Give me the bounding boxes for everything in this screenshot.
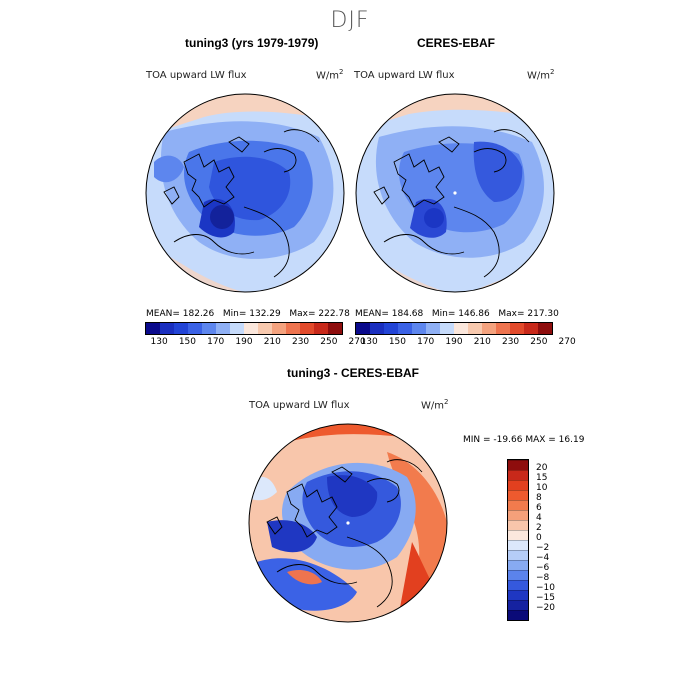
colorbar-tick-label: 230 xyxy=(501,337,520,347)
colorbar-swatch xyxy=(508,460,528,470)
colorbar-obs: 130 150 170 190 210 230 250 270 xyxy=(355,322,576,349)
colorbar-swatch xyxy=(258,323,272,334)
colorbar-tick-label: 15 xyxy=(536,473,548,483)
colorbar-tick-label: 230 xyxy=(291,337,310,347)
colorbar-model: 130 150 170 190 210 230 250 270 xyxy=(145,322,366,349)
colorbar-swatch xyxy=(314,323,328,334)
colorbar-difference xyxy=(507,459,529,621)
colorbar-tick-label: −10 xyxy=(536,583,555,593)
colorbar-swatch xyxy=(508,570,528,580)
colorbar-swatch xyxy=(496,323,510,334)
colorbar-swatch xyxy=(508,580,528,590)
colorbar-tick-label: 150 xyxy=(388,337,407,347)
colorbar-tick-label: 170 xyxy=(417,337,435,347)
colorbar-swatch xyxy=(426,323,440,334)
colorbar-tick-label: 20 xyxy=(536,463,548,473)
colorbar-tick-label: 130 xyxy=(360,337,378,347)
colorbar-swatch xyxy=(202,323,216,334)
colorbar-swatch xyxy=(508,550,528,560)
variable-label-obs: TOA upward LW flux xyxy=(354,70,455,81)
colorbar-swatch xyxy=(508,490,528,500)
colorbar-tick-label: 0 xyxy=(536,533,542,543)
colorbar-swatch xyxy=(508,600,528,610)
colorbar-swatch xyxy=(384,323,398,334)
diff-units-label: W/m2 xyxy=(421,398,449,412)
polar-map-model xyxy=(145,93,345,293)
diff-variable-label: TOA upward LW flux xyxy=(249,400,350,411)
stats-model: MEAN= 182.26 Min= 132.29 Max= 222.78 xyxy=(146,309,350,319)
colorbar-swatch xyxy=(286,323,300,334)
colorbar-swatch xyxy=(440,323,454,334)
units-label-obs: W/m2 xyxy=(527,68,555,82)
polar-map-obs xyxy=(355,93,555,293)
colorbar-swatch xyxy=(508,480,528,490)
colorbar-swatch xyxy=(508,540,528,550)
colorbar-swatch xyxy=(468,323,482,334)
colorbar-tick-label: −8 xyxy=(536,573,550,583)
colorbar-swatch xyxy=(146,323,160,334)
colorbar-tick-label: −2 xyxy=(536,543,550,553)
colorbar-swatch xyxy=(230,323,244,334)
main-title: DJF xyxy=(330,8,370,33)
colorbar-swatch xyxy=(482,323,496,334)
colorbar-tick-label: 10 xyxy=(536,483,548,493)
colorbar-tick-label: 190 xyxy=(445,337,463,347)
colorbar-swatch xyxy=(328,323,342,334)
colorbar-swatch xyxy=(412,323,426,334)
colorbar-tick-label: 270 xyxy=(558,337,576,347)
diff-min-max: MIN = -19.66 MAX = 16.19 xyxy=(463,435,585,445)
colorbar-tick-label: 4 xyxy=(536,513,542,523)
colorbar-swatch xyxy=(508,530,528,540)
colorbar-swatch xyxy=(508,560,528,570)
colorbar-tick-label: 6 xyxy=(536,503,542,513)
colorbar-swatch xyxy=(508,510,528,520)
colorbar-swatch xyxy=(538,323,552,334)
colorbar-tick-label: 270 xyxy=(348,337,366,347)
colorbar-swatch xyxy=(160,323,174,334)
variable-label-model: TOA upward LW flux xyxy=(146,70,247,81)
colorbar-swatch xyxy=(174,323,188,334)
colorbar-tick-label: −15 xyxy=(536,593,555,603)
colorbar-swatch xyxy=(370,323,384,334)
colorbar-swatch xyxy=(454,323,468,334)
colorbar-tick-label: 130 xyxy=(150,337,168,347)
colorbar-swatch xyxy=(188,323,202,334)
colorbar-tick-label: 250 xyxy=(320,337,338,347)
colorbar-tick-label: −20 xyxy=(536,603,555,613)
colorbar-swatch xyxy=(508,520,528,530)
colorbar-swatch xyxy=(300,323,314,334)
colorbar-tick-label: 210 xyxy=(473,337,491,347)
stats-obs: MEAN= 184.68 Min= 146.86 Max= 217.30 xyxy=(355,309,559,319)
colorbar-swatch xyxy=(524,323,538,334)
colorbar-swatch xyxy=(508,500,528,510)
colorbar-tick-label: 250 xyxy=(530,337,548,347)
colorbar-tick-label: 2 xyxy=(536,523,542,533)
colorbar-swatch xyxy=(398,323,412,334)
colorbar-swatch xyxy=(508,590,528,600)
units-label-model: W/m2 xyxy=(316,68,344,82)
panel-title-obs: CERES-EBAF xyxy=(417,36,496,50)
diff-panel-title: tuning3 - CERES-EBAF xyxy=(287,366,419,380)
colorbar-swatch xyxy=(508,470,528,480)
colorbar-swatch xyxy=(510,323,524,334)
colorbar-tick-label: 150 xyxy=(178,337,197,347)
colorbar-swatch xyxy=(216,323,230,334)
colorbar-tick-label: 210 xyxy=(263,337,281,347)
colorbar-tick-label: 8 xyxy=(536,493,542,503)
panel-title-model: tuning3 (yrs 1979-1979) xyxy=(185,36,319,50)
colorbar-swatch xyxy=(356,323,370,334)
colorbar-difference-ticks: 20 15 10 8 6 4 2 0 −2 −4 −6 −8 −10 −15 −20 xyxy=(536,459,576,621)
colorbar-tick-label: −6 xyxy=(536,563,550,573)
polar-map-difference xyxy=(248,423,448,623)
colorbar-tick-label: −4 xyxy=(536,553,550,563)
colorbar-swatch xyxy=(244,323,258,334)
colorbar-swatch xyxy=(508,610,528,620)
colorbar-swatch xyxy=(272,323,286,334)
colorbar-tick-label: 190 xyxy=(235,337,253,347)
colorbar-tick-label: 170 xyxy=(207,337,225,347)
